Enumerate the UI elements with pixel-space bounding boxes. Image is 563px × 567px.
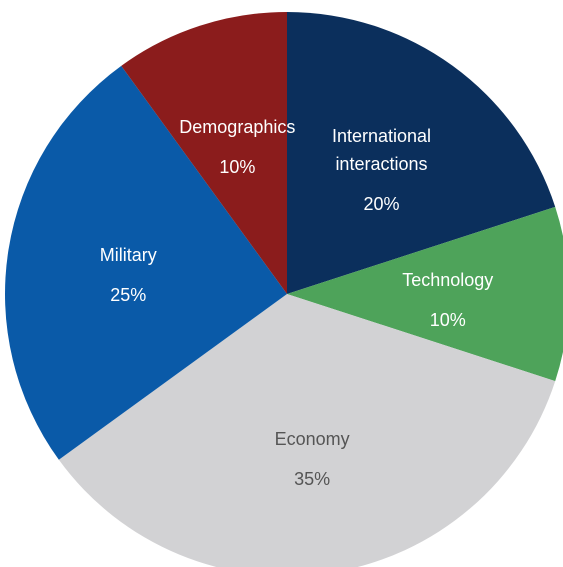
pie-slice-technology bbox=[287, 206, 563, 382]
pie-slice-demographics bbox=[121, 12, 287, 294]
slices-layer bbox=[5, 12, 563, 567]
slice-label-international-interactions: interactions bbox=[335, 154, 427, 174]
slice-value-military: 25% bbox=[110, 285, 146, 305]
pie-slice-international-interactions bbox=[287, 12, 556, 294]
slice-label-economy: Economy bbox=[275, 429, 350, 449]
pie-slice-economy bbox=[58, 294, 556, 567]
labels-layer: International interactions 20% Technology 10… bbox=[100, 117, 494, 489]
slice-value-economy: 35% bbox=[294, 469, 330, 489]
pie-slice-military bbox=[5, 65, 288, 460]
slice-value-technology: 10% bbox=[430, 310, 466, 330]
slice-value-demographics: 10% bbox=[219, 157, 255, 177]
slice-label-demographics: Demographics bbox=[179, 117, 295, 137]
slice-label-international-interactions: International bbox=[332, 126, 431, 146]
slice-value-international-interactions: 20% bbox=[363, 194, 399, 214]
slice-label-technology: Technology bbox=[402, 270, 493, 290]
slice-label-military: Military bbox=[100, 245, 157, 265]
